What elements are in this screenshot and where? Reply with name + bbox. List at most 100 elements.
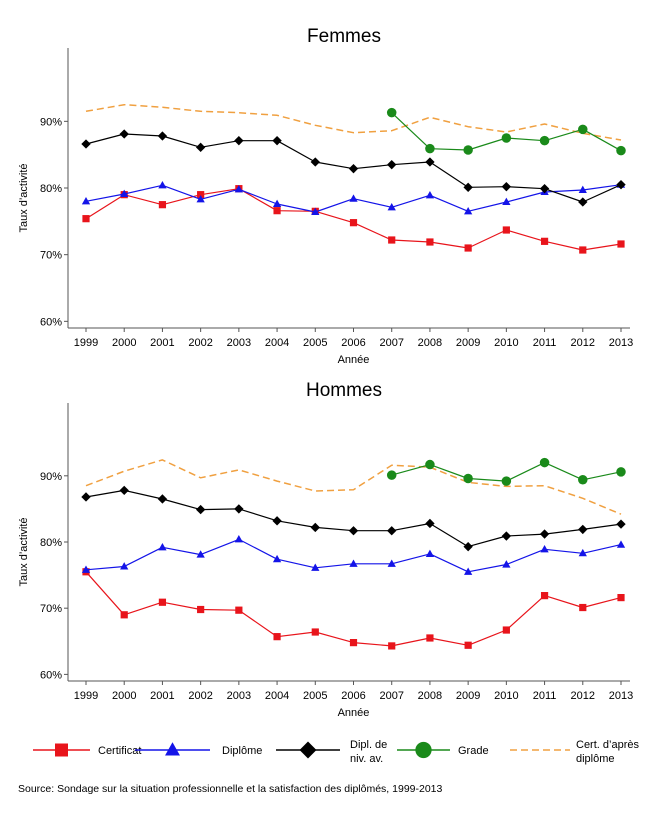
data-point-dipl_av [387,159,397,170]
chart-title: Femmes [307,26,381,47]
x-tick-label: 2008 [418,337,442,349]
data-point-certificat [426,634,434,642]
data-point-certificat [464,641,472,649]
data-point-certificat [349,639,358,647]
legend-item-dipl_av: Dipl. de niv. av. [276,739,387,765]
legend-marker [55,743,68,757]
data-point-dipl_av [310,522,320,533]
x-tick-label: 2003 [227,690,251,702]
x-tick-label: 2009 [456,690,480,702]
data-point-diplome [272,554,282,563]
data-point-certificat [235,606,243,614]
data-point-diplome [425,191,435,199]
data-point-diplome [234,185,243,193]
y-tick-label: 60% [40,316,62,328]
x-tick-label: 2012 [571,690,595,702]
legend: Certificat Diplôme Dipl. de niv. av. Grade Ce… [33,739,639,765]
x-tick-label: 2010 [494,690,518,702]
legend-marker [299,741,317,759]
data-point-grade [578,124,588,135]
legend-item-cert_apres: Cert. d’après diplôme [510,739,639,765]
data-point-diplome [196,195,205,203]
data-point-dipl_av [463,182,473,193]
data-point-dipl_av [272,135,282,146]
data-point-grade [425,459,435,470]
series-grade [386,457,626,486]
data-point-diplome [464,207,473,215]
data-point-certificat [388,236,396,244]
x-tick-label: 2008 [418,690,442,702]
data-point-diplome [578,548,587,557]
legend-label: Diplôme [222,745,262,757]
data-point-dipl_av [234,504,244,514]
series-cert_apres [85,103,622,141]
x-tick-label: 2012 [571,337,595,349]
x-tick-label: 2006 [341,690,365,702]
data-point-grade [616,145,626,156]
x-tick-label: 2007 [379,337,403,349]
data-point-diplome [464,567,473,575]
x-tick-label: 2003 [227,337,251,349]
x-tick-label: 2002 [188,337,212,349]
data-point-certificat [349,219,358,227]
x-tick-label: 2010 [494,337,518,349]
legend-label: Cert. d’après [576,739,639,751]
data-point-certificat [388,642,396,650]
series-grade [386,107,626,156]
legend-marker [165,742,180,756]
legend-marker [415,741,432,759]
data-point-certificat [273,207,281,215]
data-point-certificat [158,201,167,209]
data-point-grade [463,473,473,484]
x-tick-label: 2013 [609,337,633,349]
data-point-certificat [197,605,205,614]
y-tick-label: 90% [40,116,62,128]
data-point-certificat [540,592,549,600]
data-point-certificat [82,215,90,223]
data-point-dipl_av [348,163,359,174]
series-line-diplome [85,538,622,573]
data-point-certificat [617,594,625,602]
data-point-dipl_av [157,494,168,504]
y-tick-label: 70% [40,250,62,262]
data-point-diplome [120,562,129,570]
data-point-certificat [273,633,281,641]
x-tick-label: 2011 [533,690,557,702]
chart-title: Hommes [306,380,382,401]
series-certificat [82,568,625,650]
data-point-diplome [502,560,511,568]
data-point-dipl_av [616,519,626,529]
data-point-diplome [578,185,587,194]
y-tick-label: 60% [40,669,62,681]
data-point-grade [425,143,435,154]
x-tick-label: 2013 [609,690,633,702]
data-point-diplome [158,181,167,189]
data-point-dipl_av [348,526,359,536]
data-point-certificat [579,603,587,612]
series-certificat [82,185,625,254]
data-point-diplome [311,207,320,216]
data-point-diplome [120,189,129,198]
data-point-diplome [311,563,320,571]
data-point-dipl_av [463,541,473,552]
x-tick-label: 2004 [265,690,289,702]
data-point-diplome [349,194,358,202]
x-tick-label: 2009 [456,337,480,349]
y-tick-label: 70% [40,603,62,615]
series-dipl_av [81,129,626,207]
series-diplome [81,535,626,575]
x-tick-label: 2005 [303,337,327,349]
x-tick-label: 2001 [150,337,174,349]
x-axis-label: Année [338,707,370,719]
legend-label: Grade [458,745,489,757]
data-point-certificat [311,628,319,636]
data-point-grade [501,476,512,486]
x-tick-label: 1999 [74,337,98,349]
data-point-grade [578,475,588,485]
data-point-dipl_av [195,504,206,515]
data-point-grade [386,470,397,480]
data-point-grade [616,467,626,477]
series-cert_apres [85,459,622,515]
data-point-dipl_av [501,181,512,192]
